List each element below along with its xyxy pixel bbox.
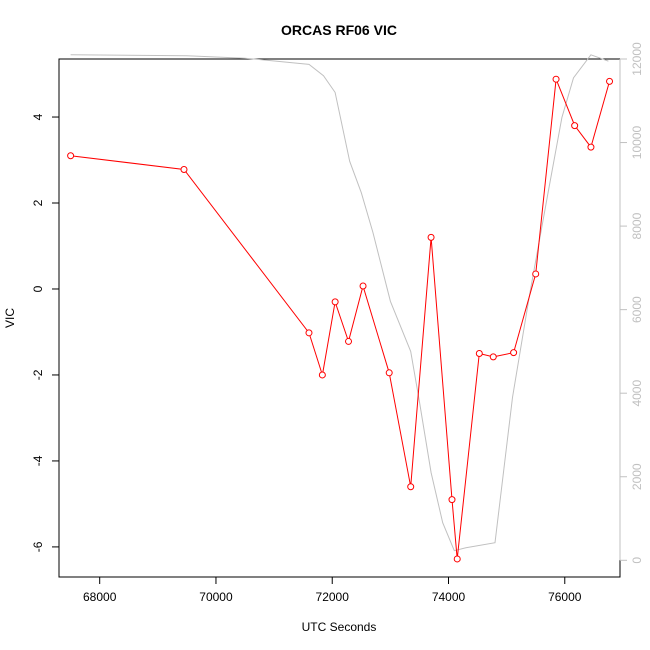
y2-tick-label: 8000 [630,212,644,239]
vic-point [571,122,579,130]
vic-point [305,329,313,337]
y-tick-label: 0 [31,285,45,292]
x-tick-label: 70000 [199,590,233,604]
y-tick-label: -2 [31,369,45,380]
plot-area-border [58,58,621,578]
primary-series [67,75,614,563]
y-axis-right: 0 2000 4000 6000 8000 10000 12000 [619,42,644,564]
vic-point [67,152,75,160]
x-tick-label: 72000 [316,590,350,604]
y-axis-label: VIC [3,308,17,328]
vic-point [453,555,461,563]
altitude-line [70,54,609,552]
vic-point [510,349,518,357]
vic-point [489,353,497,361]
x-axis-label: UTC Seconds [302,620,377,634]
y-axis-left: -6 -4 -2 0 2 4 [31,113,60,552]
vic-point [407,483,415,491]
vic-point [318,371,326,379]
vic-point [180,165,188,173]
vic-point [475,349,483,357]
chart-title: ORCAS RF06 VIC [281,22,397,38]
y2-tick-label: 12000 [630,42,644,76]
x-tick-label: 76000 [548,590,582,604]
x-tick-label: 74000 [432,590,466,604]
vic-point [532,270,540,278]
vic-point [552,75,560,83]
vic-point [606,77,614,85]
y2-tick-label: 0 [630,557,644,564]
vic-point [587,143,595,151]
y-tick-label: 4 [31,113,45,120]
vic-point [331,298,339,306]
vic-point [448,496,456,504]
y2-tick-label: 2000 [630,463,644,490]
x-tick-label: 68000 [83,590,117,604]
vic-point [359,282,367,290]
vic-point [345,337,353,345]
secondary-series [70,54,609,552]
vic-line [70,79,610,559]
y-tick-label: -4 [31,455,45,466]
y2-tick-label: 4000 [630,380,644,407]
vic-point [385,369,393,377]
vic-point [427,233,435,241]
y2-tick-label: 10000 [630,126,644,160]
y2-tick-label: 6000 [630,296,644,323]
x-axis: 68000 70000 72000 74000 76000 [83,576,582,604]
y-tick-label: 2 [31,199,45,206]
y-tick-label: -6 [31,541,45,552]
